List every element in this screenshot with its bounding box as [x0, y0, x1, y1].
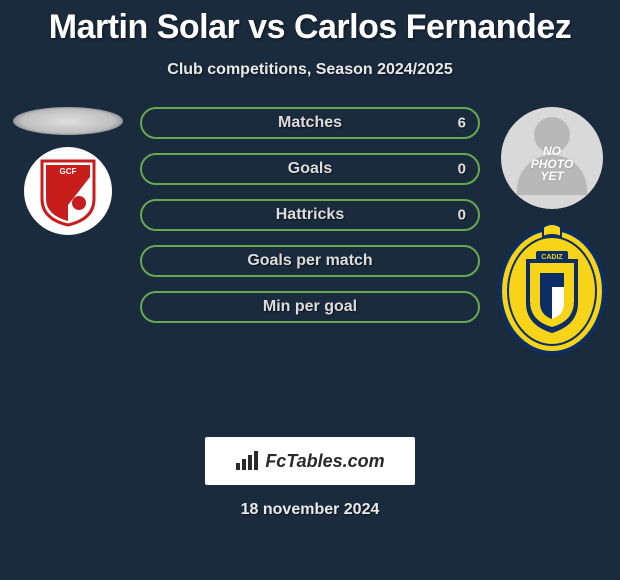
stat-row-goals: Goals 0: [140, 153, 480, 185]
stat-right-value: 0: [458, 207, 466, 224]
page-subtitle: Club competitions, Season 2024/2025: [0, 61, 620, 79]
stat-label: Min per goal: [263, 298, 357, 316]
cadiz-crest-icon: CADIZ: [496, 223, 608, 355]
bars-icon: [235, 451, 261, 471]
stat-label: Hattricks: [276, 206, 344, 224]
comparison-panel: GCF NO PHOTO YET CADIZ: [0, 107, 620, 407]
stat-row-goals-per-match: Goals per match: [140, 245, 480, 277]
stat-row-min-per-goal: Min per goal: [140, 291, 480, 323]
stat-label: Goals: [288, 160, 332, 178]
club-badge-cadiz: CADIZ: [496, 223, 608, 355]
page-title: Martin Solar vs Carlos Fernandez: [0, 0, 620, 47]
stat-label: Matches: [278, 114, 342, 132]
granada-crest-icon: GCF: [38, 155, 98, 227]
no-photo-label: NO PHOTO YET: [501, 145, 603, 183]
watermark: FcTables.com: [205, 437, 415, 485]
watermark-text: FcTables.com: [265, 451, 384, 472]
svg-text:CADIZ: CADIZ: [541, 254, 563, 261]
stats-list: Matches 6 Goals 0 Hattricks 0 Goals per …: [140, 107, 480, 337]
player-right-avatar-placeholder: NO PHOTO YET: [501, 107, 603, 209]
date-label: 18 november 2024: [0, 501, 620, 519]
player-right-column: NO PHOTO YET CADIZ: [492, 107, 612, 355]
player-left-avatar-placeholder: [13, 107, 123, 135]
svg-text:GCF: GCF: [60, 167, 77, 176]
stat-label: Goals per match: [247, 252, 372, 270]
stat-row-matches: Matches 6: [140, 107, 480, 139]
stat-right-value: 0: [458, 161, 466, 178]
stat-right-value: 6: [458, 115, 466, 132]
club-badge-granada: GCF: [24, 147, 112, 235]
stat-row-hattricks: Hattricks 0: [140, 199, 480, 231]
player-left-column: GCF: [8, 107, 128, 235]
no-photo-line3: YET: [540, 169, 563, 183]
